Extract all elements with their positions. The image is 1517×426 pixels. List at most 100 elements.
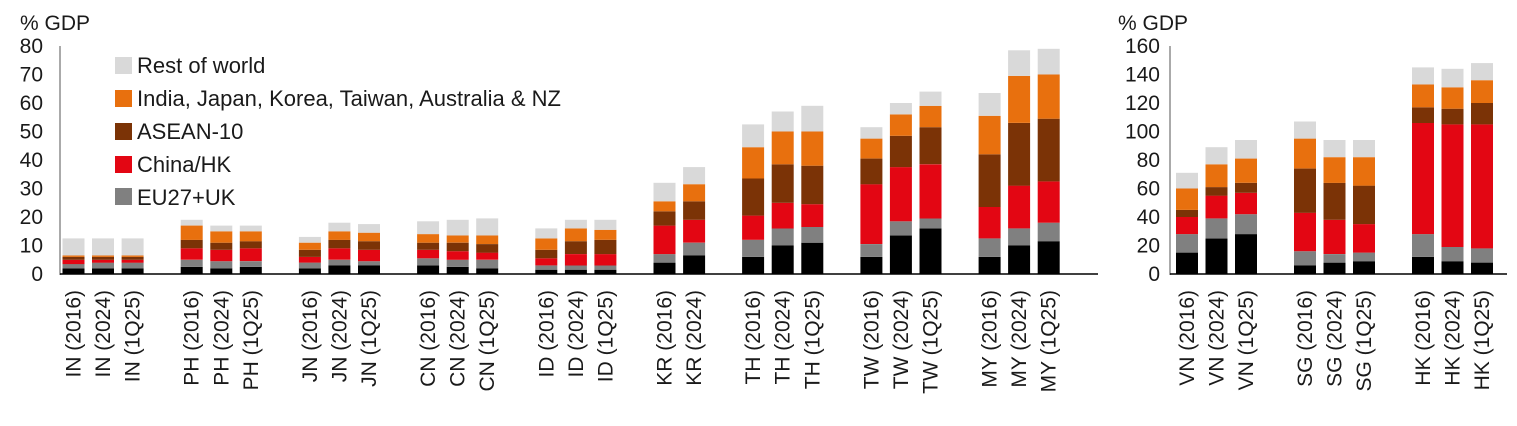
bar-segment-kr-2016-india-japan-korea-taiwan-australia-nz [653, 201, 676, 212]
bar-segment-jn-1q25-asean-10 [358, 241, 380, 250]
bar-segment-my-2024-other [1008, 245, 1031, 274]
bar-segment-jn-2024-india-japan-korea-taiwan-australia-nz [328, 231, 351, 240]
category-label: TW (2024) [890, 290, 913, 389]
bar-segment-sg-1q25-rest-of-world [1353, 140, 1375, 158]
bar-segment-in-2016-rest-of-world [62, 238, 85, 256]
bar-segment-tw-2016-rest-of-world [860, 127, 883, 139]
bar-segment-th-2016-india-japan-korea-taiwan-australia-nz [742, 147, 765, 179]
bar-segment-ph-1q25-other [239, 266, 262, 274]
bar-segment-my-2024-eu27-uk [1008, 228, 1031, 246]
bar-segment-in-2024-china-hk [92, 259, 114, 263]
y-tick-label: 70 [20, 64, 43, 87]
y-tick-label: 80 [1137, 149, 1160, 172]
y-tick-label: 80 [20, 35, 43, 58]
legend-item-eu-uk: EU27+UK [115, 185, 236, 210]
bar-segment-in-1q25-rest-of-world [121, 238, 144, 256]
category-label: TH (2024) [772, 290, 795, 385]
bar-segment-tw-1q25-china-hk [919, 164, 942, 219]
category-label: JN (1Q25) [358, 290, 381, 387]
bar-segment-cn-2016-india-japan-korea-taiwan-australia-nz [417, 234, 440, 243]
bar-segment-th-1q25-asean-10 [801, 165, 824, 205]
y-tick-label: 120 [1125, 92, 1160, 115]
bar-segment-tw-2024-china-hk [889, 167, 912, 222]
bar-segment-kr-2016-other [653, 262, 676, 274]
bar-segment-cn-2016-asean-10 [417, 242, 440, 250]
bar-segment-ph-1q25-asean-10 [239, 241, 262, 249]
legend-item-china-hk: China/HK [115, 152, 231, 177]
y-tick-label: 40 [1137, 206, 1160, 229]
bar-segment-tw-2016-china-hk [860, 184, 883, 244]
bar-segment-th-2024-eu27-uk [771, 228, 794, 246]
bar-segment-cn-2024-asean-10 [446, 242, 469, 252]
bar-segment-kr-2016-eu27-uk [653, 254, 676, 263]
right-y-axis: 0 20 40 60 80 100 120 140 160 [1125, 35, 1160, 286]
bar-segment-tw-1q25-rest-of-world [919, 91, 942, 106]
y-tick-label: 20 [20, 206, 43, 229]
category-label: CN (2024) [447, 290, 470, 387]
bar-segment-ph-2024-china-hk [210, 249, 233, 262]
y-tick-label: 10 [20, 235, 43, 258]
bar-segment-vn-1q25-rest-of-world [1235, 140, 1257, 159]
legend-label-asean: ASEAN-10 [137, 119, 243, 144]
legend-item-asean: ASEAN-10 [115, 119, 243, 144]
bar-segment-my-2016-eu27-uk [978, 238, 1001, 257]
bar-segment-vn-2016-eu27-uk [1176, 234, 1198, 253]
bar-segment-my-2016-asean-10 [978, 154, 1001, 207]
bar-segment-sg-1q25-asean-10 [1353, 185, 1375, 225]
bar-segment-vn-1q25-other [1235, 234, 1257, 274]
bar-segment-vn-1q25-eu27-uk [1235, 214, 1257, 235]
bar-segment-id-2024-asean-10 [564, 241, 587, 254]
category-label: TH (2016) [742, 290, 765, 385]
bar-segment-my-1q25-china-hk [1037, 181, 1060, 223]
bar-segment-in-2024-eu27-uk [92, 262, 114, 269]
bar-segment-th-1q25-rest-of-world [801, 105, 824, 132]
category-label: TW (1Q25) [919, 290, 942, 394]
bar-segment-vn-1q25-india-japan-korea-taiwan-australia-nz [1235, 158, 1257, 183]
bar-segment-ph-1q25-rest-of-world [239, 225, 262, 232]
bar-segment-cn-1q25-rest-of-world [476, 218, 499, 236]
bar-segment-my-1q25-asean-10 [1037, 118, 1060, 182]
bar-segment-jn-2016-china-hk [298, 256, 321, 263]
category-label: VN (2016) [1176, 290, 1199, 386]
right-y-unit-label: % GDP [1118, 12, 1188, 35]
bar-segment-hk-2024-asean-10 [1441, 108, 1464, 125]
bar-segment-kr-2024-other [683, 255, 706, 274]
category-label: PH (2016) [181, 290, 204, 386]
category-label: ID (2024) [565, 290, 588, 378]
bar-segment-kr-2024-india-japan-korea-taiwan-australia-nz [683, 184, 706, 202]
bar-segment-hk-1q25-rest-of-world [1471, 63, 1493, 81]
category-label: MY (2016) [979, 290, 1002, 388]
category-label: CN (1Q25) [476, 290, 499, 392]
y-tick-label: 50 [20, 121, 43, 144]
category-label: MY (1Q25) [1038, 290, 1061, 392]
bar-segment-sg-2016-asean-10 [1294, 168, 1316, 213]
bar-segment-ph-2016-china-hk [180, 248, 203, 260]
bar-segment-sg-2016-eu27-uk [1294, 251, 1316, 266]
bar-segment-jn-1q25-india-japan-korea-taiwan-australia-nz [358, 232, 380, 242]
bar-segment-kr-2024-rest-of-world [683, 167, 706, 185]
bar-segment-vn-2016-asean-10 [1176, 209, 1198, 217]
bar-segment-sg-2016-other [1294, 265, 1316, 274]
legend: Rest of world India, Japan, Korea, Taiwa… [115, 53, 561, 210]
bar-segment-my-1q25-india-japan-korea-taiwan-australia-nz [1037, 74, 1060, 119]
bar-segment-cn-2024-china-hk [446, 251, 469, 260]
legend-item-asia-pacific: India, Japan, Korea, Taiwan, Australia &… [115, 86, 561, 111]
legend-label-eu-uk: EU27+UK [137, 185, 236, 210]
bar-segment-cn-1q25-eu27-uk [476, 259, 499, 269]
bar-segment-tw-2024-other [889, 235, 912, 274]
bar-segment-jn-2024-eu27-uk [328, 259, 351, 266]
bar-segment-id-2024-china-hk [564, 254, 587, 266]
bar-segment-jn-1q25-rest-of-world [358, 224, 380, 233]
bar-segment-cn-2024-rest-of-world [446, 219, 469, 236]
y-tick-label: 40 [20, 149, 43, 172]
bar-segment-th-2016-eu27-uk [742, 239, 765, 257]
bar-segment-in-1q25-india-japan-korea-taiwan-australia-nz [121, 255, 144, 257]
bar-segment-th-2016-china-hk [742, 215, 765, 240]
bar-segment-tw-2016-asean-10 [860, 158, 883, 185]
bar-segment-ph-2016-india-japan-korea-taiwan-australia-nz [180, 225, 203, 240]
bar-segment-in-1q25-eu27-uk [121, 262, 144, 269]
left-y-unit-label: % GDP [20, 12, 90, 35]
bar-segment-kr-2016-rest-of-world [653, 182, 676, 202]
bar-segment-in-2024-other [92, 268, 114, 274]
